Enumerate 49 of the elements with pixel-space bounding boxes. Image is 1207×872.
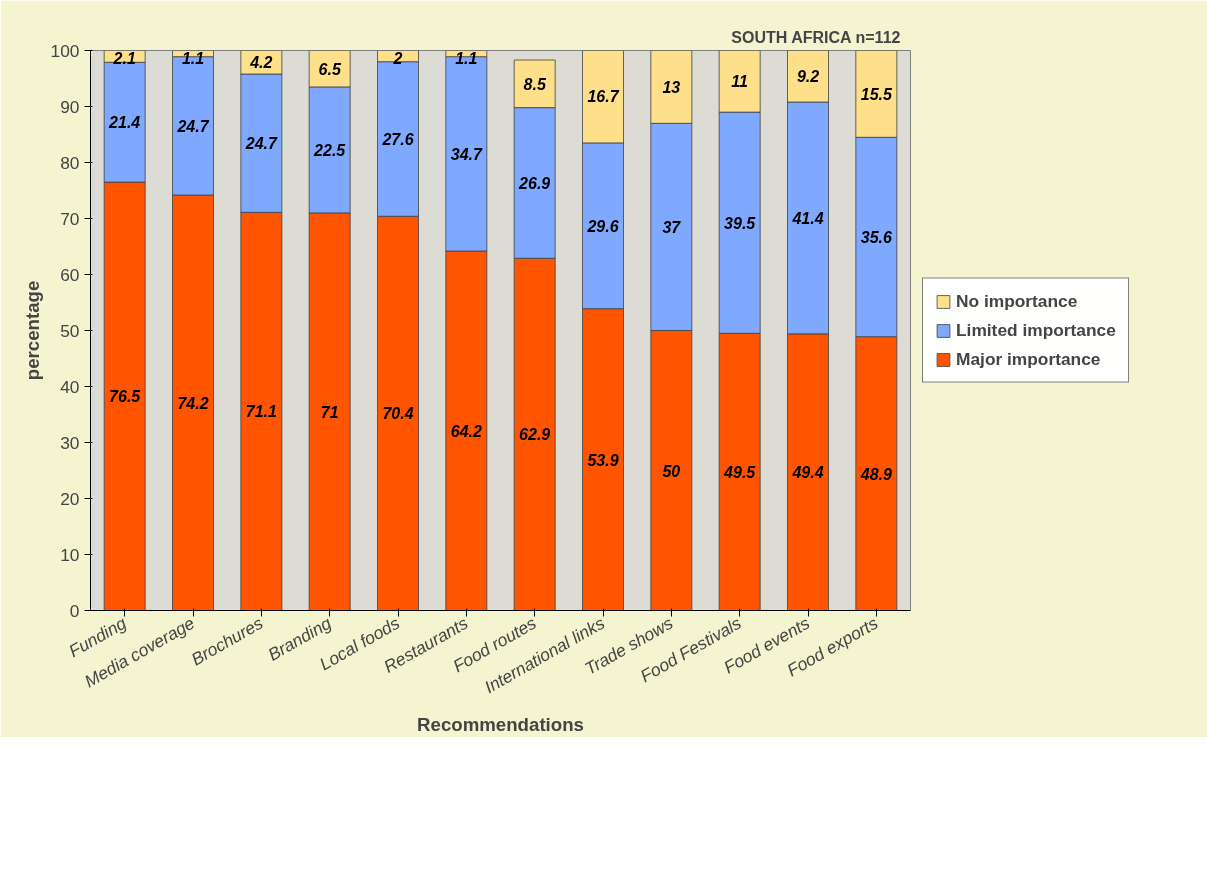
data-label: 13 — [662, 78, 681, 96]
data-label: 11 — [731, 73, 749, 91]
data-label: 27.6 — [381, 130, 414, 148]
data-label: 74.2 — [177, 394, 209, 412]
data-label: 49.4 — [791, 464, 824, 482]
y-tick-label: 70 — [60, 208, 80, 229]
y-axis-title: percentage — [21, 280, 43, 381]
data-label: 26.9 — [518, 174, 551, 192]
data-label: 6.5 — [318, 60, 342, 78]
data-label: 15.5 — [860, 85, 894, 103]
x-axis-title: Recommendations — [417, 713, 584, 735]
data-label: 70.4 — [382, 405, 414, 423]
y-tick-label: 60 — [60, 264, 80, 285]
data-label: 71 — [320, 403, 339, 421]
data-label: 34.7 — [450, 145, 484, 163]
data-label: 48.9 — [859, 465, 893, 483]
data-label: 35.6 — [860, 228, 893, 246]
data-label: 24.7 — [244, 135, 279, 153]
data-label: 37 — [662, 218, 682, 236]
data-label: 41.4 — [791, 209, 824, 227]
legend-label: No importance — [956, 290, 1078, 312]
data-label: 39.5 — [724, 214, 757, 232]
data-label: 4.2 — [249, 54, 273, 72]
data-label: 53.9 — [587, 451, 619, 469]
data-label: 22.5 — [313, 141, 347, 159]
y-tick-label: 80 — [60, 152, 80, 173]
data-label: 71.1 — [245, 403, 278, 421]
y-tick-label: 40 — [60, 376, 80, 397]
y-tick-label: 10 — [60, 544, 80, 565]
data-label: 29.6 — [586, 217, 619, 235]
y-tick-label: 20 — [60, 488, 80, 509]
data-label: 24.7 — [176, 117, 210, 135]
y-tick-label: 30 — [60, 432, 80, 453]
data-label: 21.4 — [108, 114, 141, 132]
data-label: 64.2 — [450, 422, 483, 440]
legend-label: Major importance — [956, 348, 1101, 370]
y-tick-label: 100 — [50, 40, 80, 61]
y-tick-label: 90 — [60, 96, 80, 117]
legend-label: Limited importance — [956, 319, 1116, 341]
data-label: 50 — [662, 462, 681, 480]
y-tick-label: 0 — [69, 600, 80, 621]
y-tick-label: 50 — [60, 320, 80, 341]
data-label: 62.9 — [519, 426, 551, 444]
data-label: 76.5 — [109, 388, 142, 406]
chart-title: SOUTH AFRICA n=112 — [731, 28, 901, 46]
data-label: 16.7 — [587, 88, 620, 106]
data-label: 8.5 — [523, 75, 547, 93]
data-label: 49.5 — [723, 463, 757, 481]
data-label: 9.2 — [796, 68, 820, 86]
